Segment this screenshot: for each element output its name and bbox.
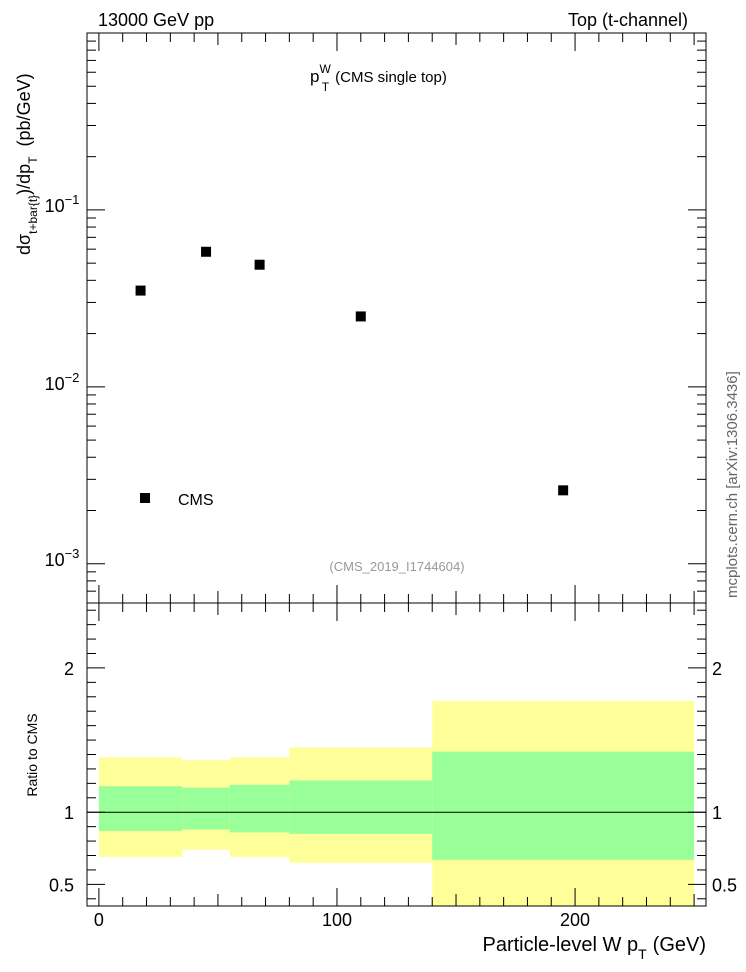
ratio-ytick-label-left: 1: [64, 803, 74, 823]
side-watermark: mcplots.cern.ch [arXiv:1306.3436]: [724, 371, 741, 598]
ratio-ytick-label-right: 0.5: [712, 875, 737, 895]
ratio-tick-labels: 0.5 0.5 1 1 2 2 0 100 200: [49, 659, 737, 930]
inner-band-bin: [289, 780, 433, 834]
data-point: [355, 311, 366, 322]
ratio-y-axis-label: Ratio to CMS: [24, 713, 40, 796]
data-point: [254, 259, 265, 270]
inner-band-bin: [229, 784, 290, 833]
main-y-axis-label: dσt+bar{t})/dpT(pb/GeV): [14, 73, 40, 255]
header-process-label: Top (t-channel): [568, 10, 688, 30]
data-point: [558, 485, 569, 496]
main-y-tick-labels: 10−1 10−2 10−3: [45, 192, 80, 570]
inner-band-bin: [432, 751, 695, 860]
xtick-label: 100: [322, 910, 352, 930]
ratio-ytick-label-left: 0.5: [49, 875, 74, 895]
ytick-label-1e-3: 10−3: [45, 546, 80, 570]
plot-title: pW T(CMS single top): [310, 62, 447, 94]
header-energy-label: 13000 GeV pp: [98, 10, 214, 30]
analysis-id-label: (CMS_2019_I1744604): [329, 559, 464, 574]
ratio-axis-ticks: [87, 603, 706, 906]
ratio-uncertainty-bands: [98, 701, 695, 906]
ratio-ytick-label-left: 2: [64, 659, 74, 679]
x-axis-label: Particle-level W pT (GeV): [482, 934, 706, 962]
inner-band-bin: [98, 786, 183, 831]
ratio-ytick-label-right: 1: [712, 803, 722, 823]
main-plot-frame: [86, 32, 707, 604]
ratio-ytick-label-right: 2: [712, 659, 722, 679]
main-axis-ticks: [87, 32, 706, 604]
legend-label: CMS: [178, 492, 214, 509]
xtick-label: 0: [94, 910, 104, 930]
cms-data-points: [135, 246, 569, 496]
ytick-label-1e-2: 10−2: [45, 370, 80, 394]
data-point: [135, 285, 146, 296]
xtick-label: 200: [560, 910, 590, 930]
ytick-label-1e-1: 10−1: [45, 192, 80, 216]
data-point: [201, 246, 212, 257]
inner-band-bin: [182, 787, 230, 830]
legend-marker: [140, 493, 150, 503]
